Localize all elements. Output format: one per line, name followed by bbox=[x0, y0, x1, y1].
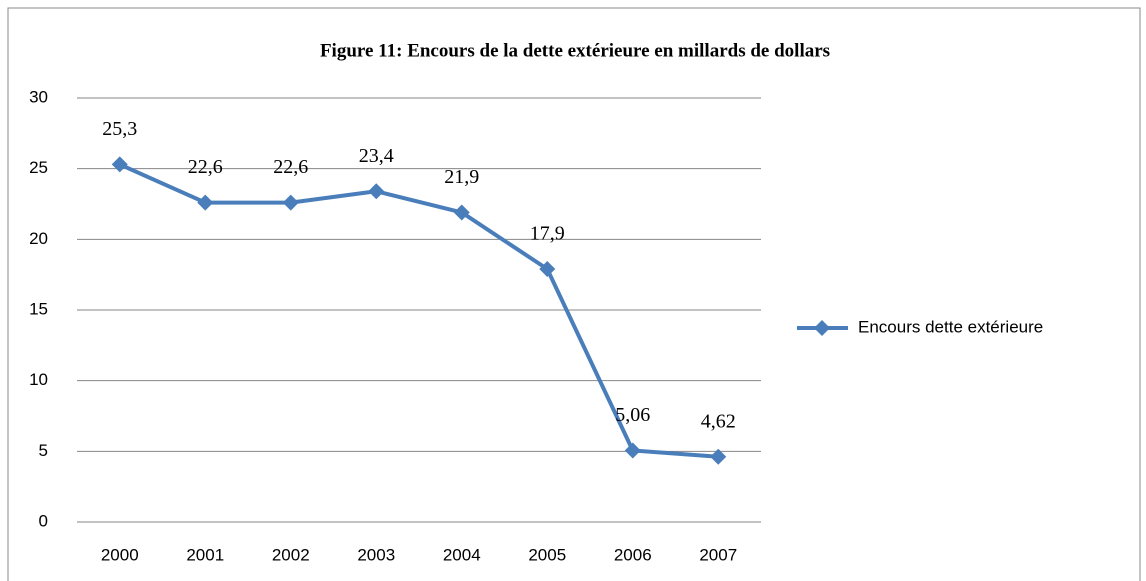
data-line bbox=[118, 162, 719, 459]
x-tick-label: 2000 bbox=[101, 545, 139, 564]
x-tick-label: 2005 bbox=[528, 545, 566, 564]
x-tick-label: 2004 bbox=[443, 545, 481, 564]
data-point bbox=[710, 448, 727, 465]
data-label: 23,4 bbox=[359, 145, 394, 167]
x-tick-label: 2002 bbox=[272, 545, 310, 564]
y-tick-label: 10 bbox=[29, 370, 48, 389]
legend-label: Encours dette extérieure bbox=[858, 317, 1043, 336]
x-tick-label: 2006 bbox=[614, 545, 652, 564]
y-tick-label: 0 bbox=[39, 511, 48, 530]
y-tick-label: 20 bbox=[29, 229, 48, 248]
data-point bbox=[197, 194, 214, 211]
data-label: 22,6 bbox=[188, 156, 223, 178]
data-point bbox=[282, 194, 299, 211]
chart-frame bbox=[7, 7, 1141, 581]
data-point bbox=[111, 156, 128, 173]
data-label: 22,6 bbox=[273, 156, 308, 178]
chart-title: Figure 11: Encours de la dette extérieur… bbox=[320, 40, 830, 61]
legend-marker bbox=[814, 320, 830, 336]
data-label: 4,62 bbox=[701, 410, 736, 432]
data-label: 17,9 bbox=[530, 223, 565, 245]
data-label: 5,06 bbox=[615, 404, 650, 426]
data-label: 25,3 bbox=[102, 118, 137, 140]
data-point bbox=[624, 442, 641, 459]
y-tick-label: 15 bbox=[29, 299, 48, 318]
data-point bbox=[539, 261, 556, 278]
data-point bbox=[453, 204, 470, 221]
y-tick-label: 25 bbox=[29, 158, 48, 177]
x-tick-label: 2003 bbox=[357, 545, 395, 564]
y-tick-label: 5 bbox=[39, 441, 48, 460]
x-tick-label: 2001 bbox=[186, 545, 224, 564]
data-label: 21,9 bbox=[444, 166, 479, 188]
y-tick-label: 30 bbox=[29, 87, 48, 106]
x-tick-label: 2007 bbox=[699, 545, 737, 564]
data-point bbox=[368, 183, 385, 200]
